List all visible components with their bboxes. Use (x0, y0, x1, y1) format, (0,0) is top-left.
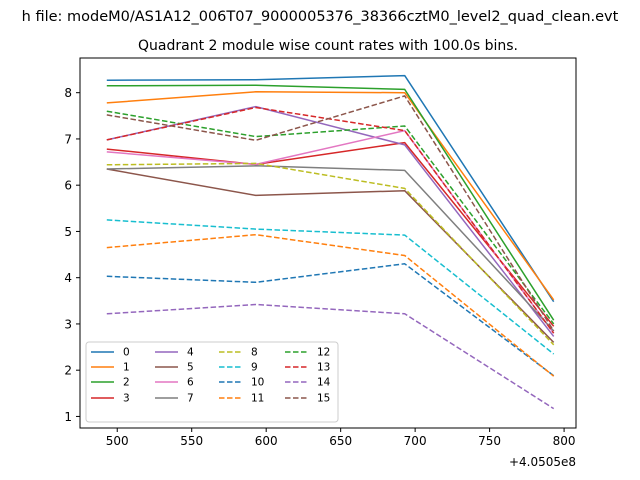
series-line-7 (106, 165, 555, 332)
legend-label-10: 10 (251, 377, 264, 389)
x-tick-label: 550 (180, 434, 203, 448)
x-tick-label: 500 (106, 434, 129, 448)
y-tick-label: 5 (64, 225, 72, 239)
series-line-6 (106, 129, 555, 334)
legend-label-0: 0 (123, 347, 130, 359)
figure-suptitle: h file: modeM0/AS1A12_006T07_9000005376_… (22, 9, 619, 25)
series-line-1 (106, 91, 555, 301)
legend-label-15: 15 (317, 393, 330, 405)
series-line-9 (106, 219, 555, 355)
y-tick-label: 7 (64, 132, 72, 146)
y-tick-label: 4 (64, 271, 72, 285)
legend-label-12: 12 (317, 347, 330, 359)
legend-box (85, 341, 339, 423)
x-tick-label: 650 (329, 434, 352, 448)
y-tick-label: 1 (64, 410, 72, 424)
series-line-4 (106, 105, 555, 337)
legend-label-13: 13 (317, 362, 330, 374)
legend-label-1: 1 (123, 362, 130, 374)
x-tick-label: 750 (478, 434, 501, 448)
series-line-2 (106, 84, 555, 321)
series-line-14 (106, 303, 555, 410)
y-tick-label: 2 (64, 364, 72, 378)
series-line-3 (106, 141, 555, 327)
legend-label-14: 14 (317, 377, 331, 389)
legend-label-5: 5 (187, 362, 194, 374)
series-line-15 (106, 95, 555, 332)
x-axis: 500 550 600 650 700 750 800 (106, 428, 576, 448)
legend-label-11: 11 (251, 393, 264, 405)
legend-label-7: 7 (187, 393, 194, 405)
plot-area (106, 74, 555, 410)
axes-frame (79, 57, 577, 429)
x-tick-label: 800 (553, 434, 576, 448)
legend-label-6: 6 (187, 377, 194, 389)
legend-label-9: 9 (251, 362, 258, 374)
x-tick-label: 600 (255, 434, 278, 448)
legend-label-2: 2 (123, 377, 130, 389)
series-line-5 (106, 168, 555, 343)
y-tick-label: 6 (64, 179, 72, 193)
y-axis: 1 2 3 4 5 6 7 8 (64, 86, 80, 424)
legend-label-4: 4 (187, 347, 194, 359)
legend-label-8: 8 (251, 347, 258, 359)
legend-label-3: 3 (123, 393, 130, 405)
series-line-8 (106, 162, 555, 346)
series-line-0 (106, 74, 555, 303)
series-line-13 (106, 106, 555, 334)
y-tick-label: 3 (64, 317, 72, 331)
series-line-11 (106, 233, 555, 377)
series-line-10 (106, 263, 555, 377)
x-offset-label: +4.0505e8 (509, 455, 576, 469)
x-tick-label: 700 (404, 434, 427, 448)
y-tick-label: 8 (64, 86, 72, 100)
chart-title: Quadrant 2 module wise count rates with … (138, 38, 518, 54)
